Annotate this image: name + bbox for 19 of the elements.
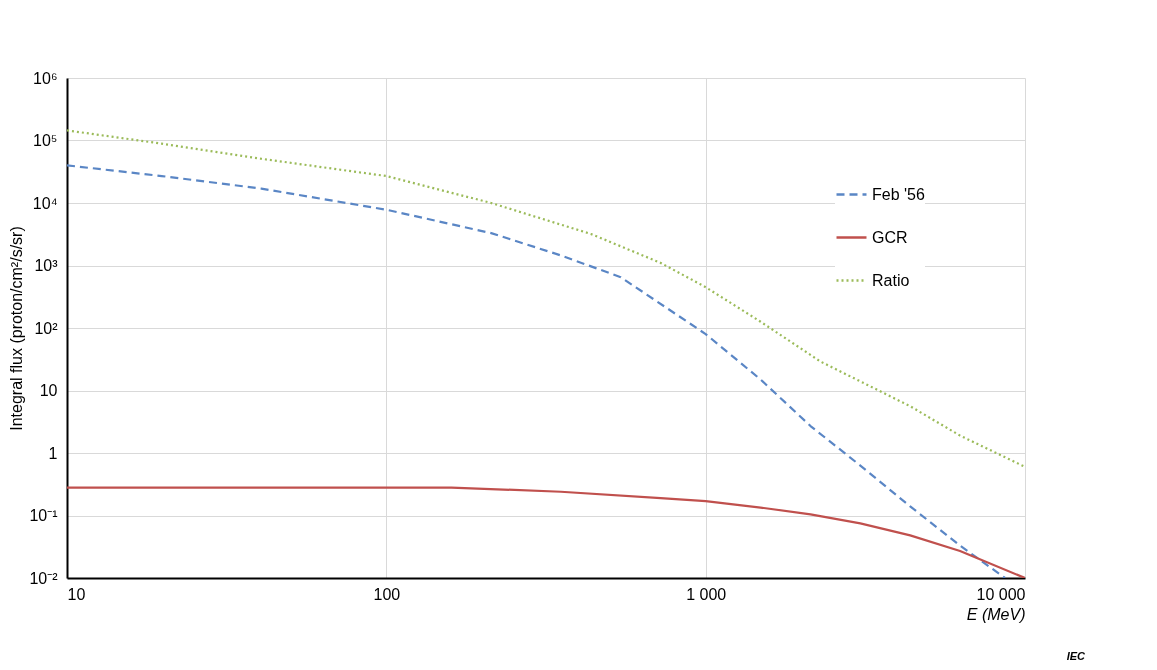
y-tick-label: 10³ [34,257,59,274]
legend-label: Feb '56 [872,185,925,203]
x-tick-label: 10 000 [976,585,1026,603]
x-tick-label: 10 [67,585,86,603]
x-axis-title: E (MeV) [966,605,1026,623]
x-tick-label: 100 [373,585,401,603]
y-tick-label: 10 [39,382,58,399]
y-tick-label: 10⁻² [29,569,59,587]
y-tick-label: 10⁻¹ [29,507,58,524]
x-tick-label: 1 000 [686,585,727,603]
y-tick-label: 10⁴ [32,194,58,212]
legend-label: Ratio [872,271,910,289]
y-axis-title: Integral flux (proton/cm²/s/sr) [8,226,26,431]
legend-label: GCR [872,228,908,246]
y-tick-label: 1 [48,444,58,462]
y-tick-label: 10⁶ [33,69,58,87]
y-tick-label: 10² [34,319,59,337]
text: IEC [1066,650,1087,662]
y-tick-label: 10⁵ [33,132,58,149]
